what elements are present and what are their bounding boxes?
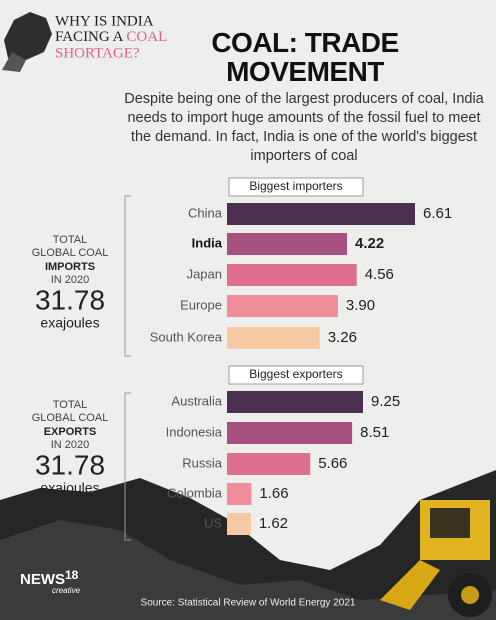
stat-label: EXPORTS [44,426,97,438]
stat-label: GLOBAL COAL [32,247,109,259]
stat-label: IN 2020 [51,439,90,451]
stat-unit: exajoules [40,480,99,496]
logo: NEWS18 [20,568,79,588]
stat-label: TOTAL [53,234,87,246]
value-label: 4.56 [365,266,394,283]
category-label: Colombia [167,485,223,500]
title: COAL: TRADE MOVEMENT [211,27,399,87]
value-label: 1.66 [259,485,288,502]
value-label: 4.22 [355,235,384,252]
bar [227,233,348,255]
logo-number: 18 [65,568,79,582]
stat-label: GLOBAL COAL [32,412,109,424]
chart-title-box [228,365,364,385]
stat-label: TOTAL [53,399,87,411]
chart-title: Biggest importers [249,179,342,193]
value-label: 3.26 [328,329,357,346]
bar [227,327,320,349]
category-label: India [192,235,223,250]
logo-brand: NEWS [20,571,65,588]
value-label: 9.25 [371,393,400,410]
excavator [380,500,492,617]
source: Source: Statistical Review of World Ener… [141,598,356,609]
bar [227,391,363,413]
bar [227,295,338,317]
bar [227,422,353,444]
bar [227,453,311,475]
header-highlight: SHORTAGE? [55,45,140,61]
chart-title-box [228,177,364,197]
bracket [124,392,131,541]
value-label: 8.51 [360,424,389,441]
category-label: Japan [187,266,222,281]
stat-value: 31.78 [35,284,105,315]
category-label: Europe [180,297,222,312]
chart-title: Biggest exporters [249,367,342,381]
stat-label: IN 2020 [51,274,90,286]
header-text: FACING A [55,29,124,45]
category-label: Indonesia [166,424,223,439]
header-line: FACING A COAL [55,29,167,45]
coal-icon [4,12,52,60]
bracket [124,195,131,357]
header-line: WHY IS INDIA [55,13,154,29]
category-label: South Korea [150,329,223,344]
hand-icon [2,52,26,72]
value-label: 1.62 [259,515,288,532]
subtitle: Despite being one of the largest produce… [124,91,484,164]
logo-tag: creative [52,586,81,595]
stat-value: 31.78 [35,449,105,480]
value-label: 3.90 [346,297,375,314]
bar [227,513,251,535]
bar [227,264,357,286]
coal-heap [0,520,496,620]
bar [227,483,252,505]
value-label: 6.61 [423,205,452,222]
header-highlight: COAL [126,29,167,45]
category-label: Russia [182,455,223,470]
value-label: 5.66 [318,455,347,472]
bar [227,203,415,225]
category-label: China [188,205,223,220]
stat-label: IMPORTS [45,261,95,273]
stat-unit: exajoules [40,315,99,331]
category-label: Australia [171,393,222,408]
category-label: US [204,515,222,530]
